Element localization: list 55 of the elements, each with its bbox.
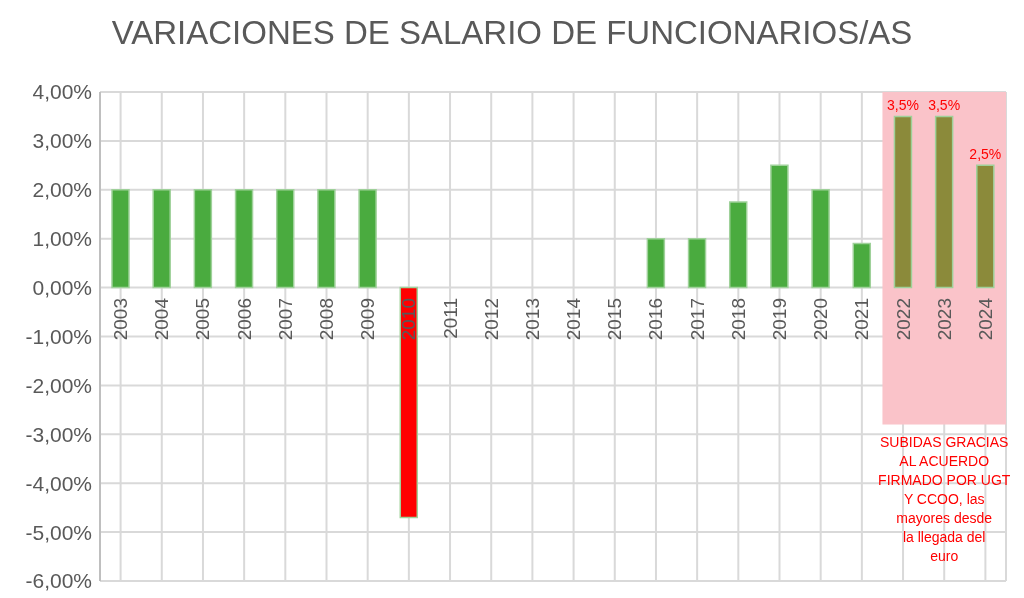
bar (275, 189, 295, 289)
y-tick-label: -3,00% (25, 422, 92, 446)
band-label: SUBIDAS GRACIAS AL ACUERDO FIRMADO POR UGT Y CCOO, las mayores desde la llegada del euro (878, 433, 1011, 564)
x-tick-label: 2020 (810, 298, 832, 341)
bar (152, 189, 171, 289)
y-tick-label: 0,00% (32, 276, 92, 300)
bar (934, 115, 954, 289)
chart-title: VARIACIONES DE SALARIO DE FUNCIONARIOS/AS (110, 14, 914, 52)
bar (728, 201, 748, 289)
y-tick-label: -4,00% (25, 471, 92, 495)
bar (234, 189, 254, 289)
y-tick-label: 1,00% (32, 227, 92, 251)
y-tick-label: -5,00% (25, 520, 92, 544)
data-label: 3,5% (886, 97, 919, 114)
bar (811, 189, 830, 289)
x-tick-label: 2018 (727, 298, 749, 341)
x-tick-label: 2007 (274, 298, 296, 341)
x-tick-label: 2011 (439, 298, 461, 339)
x-tick-label: 2016 (645, 298, 667, 341)
y-tick-label: -2,00% (25, 373, 92, 397)
bar (687, 237, 707, 289)
bar (317, 189, 336, 289)
bar (852, 242, 872, 289)
x-tick-label: 2004 (151, 297, 173, 341)
bar (358, 189, 377, 289)
y-tick-label: -1,00% (25, 324, 92, 348)
x-tick-label: 2023 (933, 298, 955, 341)
x-tick-label: 2005 (192, 298, 214, 341)
x-tick-label: 2003 (110, 298, 132, 341)
y-tick-label: 3,00% (32, 129, 92, 153)
data-label: 2,5% (969, 146, 1002, 163)
y-tick-label: 4,00% (32, 80, 92, 104)
bar (111, 189, 130, 289)
bar (646, 237, 666, 289)
bar (399, 286, 419, 519)
x-tick-label: 2006 (233, 298, 255, 341)
x-tick-label: 2021 (851, 298, 873, 341)
y-tick-label: 2,00% (32, 178, 92, 202)
x-tick-label: 2019 (769, 298, 790, 341)
x-tick-label: 2014 (563, 297, 585, 341)
x-tick-label: 2024 (974, 297, 996, 341)
x-tick-label: 2010 (398, 298, 420, 341)
y-tick-label: -6,00% (25, 569, 92, 593)
data-label: 3,5% (928, 97, 961, 114)
x-tick-label: 2022 (892, 298, 914, 341)
bar (193, 189, 213, 289)
bar (770, 164, 789, 289)
x-tick-label: 2008 (316, 298, 337, 341)
bar (976, 164, 995, 289)
x-tick-label: 2017 (686, 298, 708, 341)
x-tick-label: 2012 (480, 298, 502, 341)
x-tick-label: 2013 (521, 298, 543, 341)
bar (893, 115, 913, 289)
x-tick-label: 2009 (357, 298, 379, 341)
x-tick-label: 2015 (604, 298, 626, 341)
